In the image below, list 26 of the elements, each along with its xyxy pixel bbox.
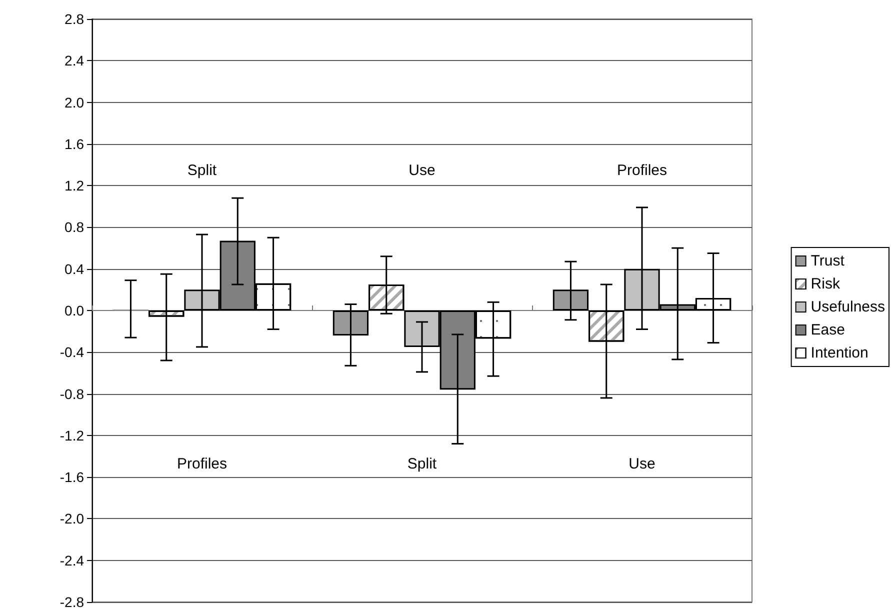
y-tick-label: 2.8 [64, 11, 84, 27]
legend-label: Usefulness [810, 298, 885, 316]
y-tick-label: 1.2 [64, 178, 84, 194]
legend-label: Risk [810, 276, 840, 292]
legend-label: Ease [810, 322, 845, 338]
y-tick-label: -1.2 [60, 427, 84, 444]
y-tick-label: 1.6 [64, 136, 84, 152]
y-tick-label: 2.4 [64, 52, 84, 69]
annotation: Profiles [176, 455, 228, 472]
y-tick-label: -0.4 [60, 344, 84, 360]
annotation: Profiles [616, 162, 668, 180]
y-tick-label: 2.0 [64, 94, 84, 110]
y-tick-label: -2.8 [60, 594, 84, 610]
y-tick-label: -0.8 [60, 386, 84, 402]
annotation: Use [408, 162, 436, 180]
y-tick-label: 0.8 [64, 219, 84, 236]
y-tick-label: 0.0 [64, 302, 84, 318]
annotation: Use [628, 455, 656, 472]
annotation: Split [187, 162, 218, 180]
legend-label: Intention [810, 344, 868, 362]
y-tick-label: 0.4 [64, 260, 84, 277]
legend-label: Trust [810, 252, 846, 270]
y-tick-label: -2.0 [60, 510, 84, 527]
y-tick-label: -1.6 [60, 469, 84, 486]
y-tick-label: -2.4 [60, 552, 84, 568]
annotation: Split [407, 455, 438, 472]
